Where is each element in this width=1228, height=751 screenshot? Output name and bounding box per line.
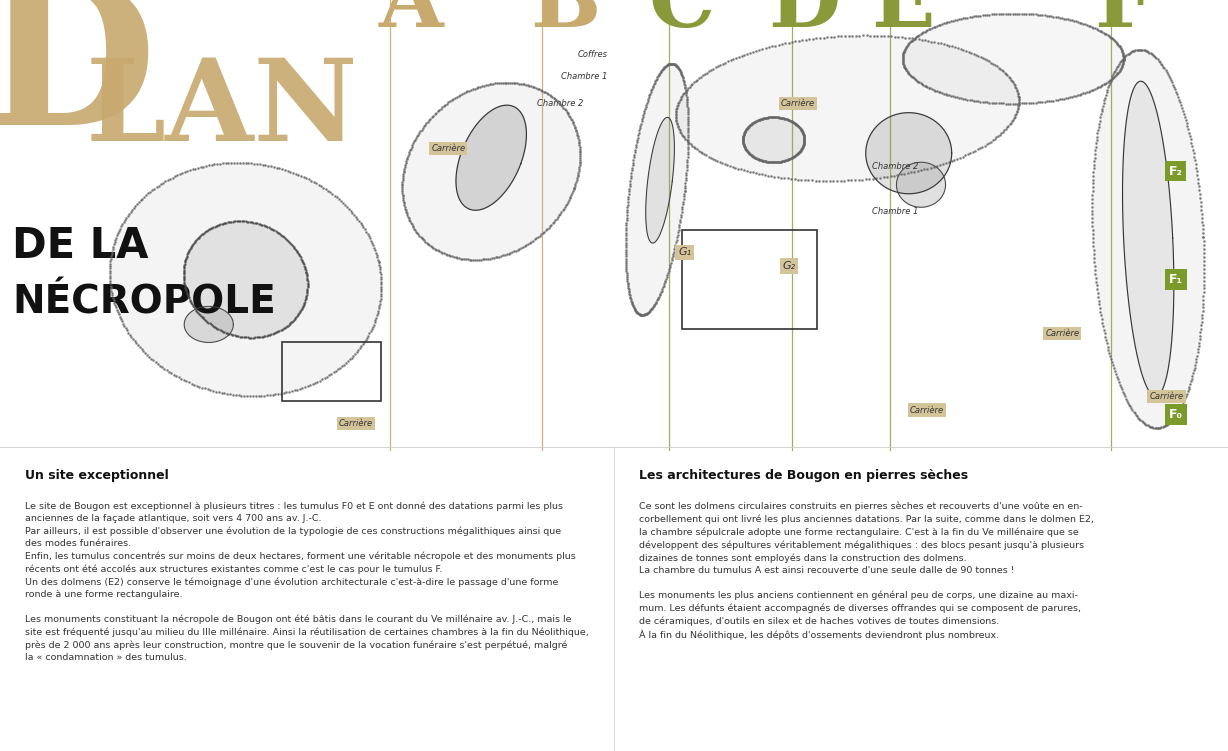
Text: Les architectures de Bougon en pierres sèches: Les architectures de Bougon en pierres s… (639, 469, 968, 481)
Text: LAN: LAN (86, 54, 359, 165)
Text: Carrière: Carrière (339, 419, 373, 428)
Bar (682, 230, 817, 329)
Text: F₂: F₂ (1169, 164, 1183, 178)
Polygon shape (743, 117, 804, 162)
Polygon shape (646, 117, 674, 243)
Polygon shape (184, 306, 233, 342)
Text: A: A (379, 0, 443, 44)
Text: Chambre 2: Chambre 2 (537, 99, 583, 108)
Polygon shape (1122, 81, 1174, 397)
Text: D: D (0, 0, 156, 167)
Polygon shape (625, 64, 689, 315)
Polygon shape (896, 162, 946, 207)
Polygon shape (456, 105, 527, 210)
Text: F: F (1094, 0, 1153, 44)
Text: C: C (648, 0, 715, 44)
Polygon shape (109, 163, 382, 396)
Text: NÉCROPOLE: NÉCROPOLE (12, 284, 276, 322)
Text: F₁: F₁ (1169, 273, 1183, 286)
Text: Carrière: Carrière (1045, 329, 1079, 338)
Text: Carrière: Carrière (910, 406, 944, 415)
Bar (282, 342, 381, 401)
Polygon shape (903, 14, 1124, 104)
Polygon shape (183, 221, 308, 338)
Text: Carrière: Carrière (431, 144, 465, 153)
Polygon shape (675, 35, 1019, 181)
Text: G₁: G₁ (678, 247, 691, 258)
Text: Carrière: Carrière (1149, 392, 1184, 401)
Text: Le site de Bougon est exceptionnel à plusieurs titres : les tumulus F0 et E ont : Le site de Bougon est exceptionnel à plu… (25, 502, 588, 662)
Text: Chambre 1: Chambre 1 (561, 72, 608, 81)
Text: D: D (769, 0, 840, 44)
Text: DE LA: DE LA (12, 225, 149, 267)
Text: B: B (529, 0, 600, 44)
Text: E: E (871, 0, 935, 44)
Text: Ce sont les dolmens circulaires construits en pierres sèches et recouverts d'une: Ce sont les dolmens circulaires construi… (639, 502, 1093, 640)
Text: Chambre 2: Chambre 2 (872, 162, 919, 171)
Text: Un site exceptionnel: Un site exceptionnel (25, 469, 168, 481)
Text: Coffres: Coffres (578, 50, 608, 59)
Text: G₂: G₂ (782, 261, 796, 271)
Text: Chambre 1: Chambre 1 (872, 207, 919, 216)
Text: F₀: F₀ (1169, 408, 1183, 421)
Polygon shape (403, 83, 580, 260)
Text: Carrière: Carrière (781, 99, 815, 108)
Polygon shape (866, 113, 952, 194)
Polygon shape (1092, 50, 1205, 428)
